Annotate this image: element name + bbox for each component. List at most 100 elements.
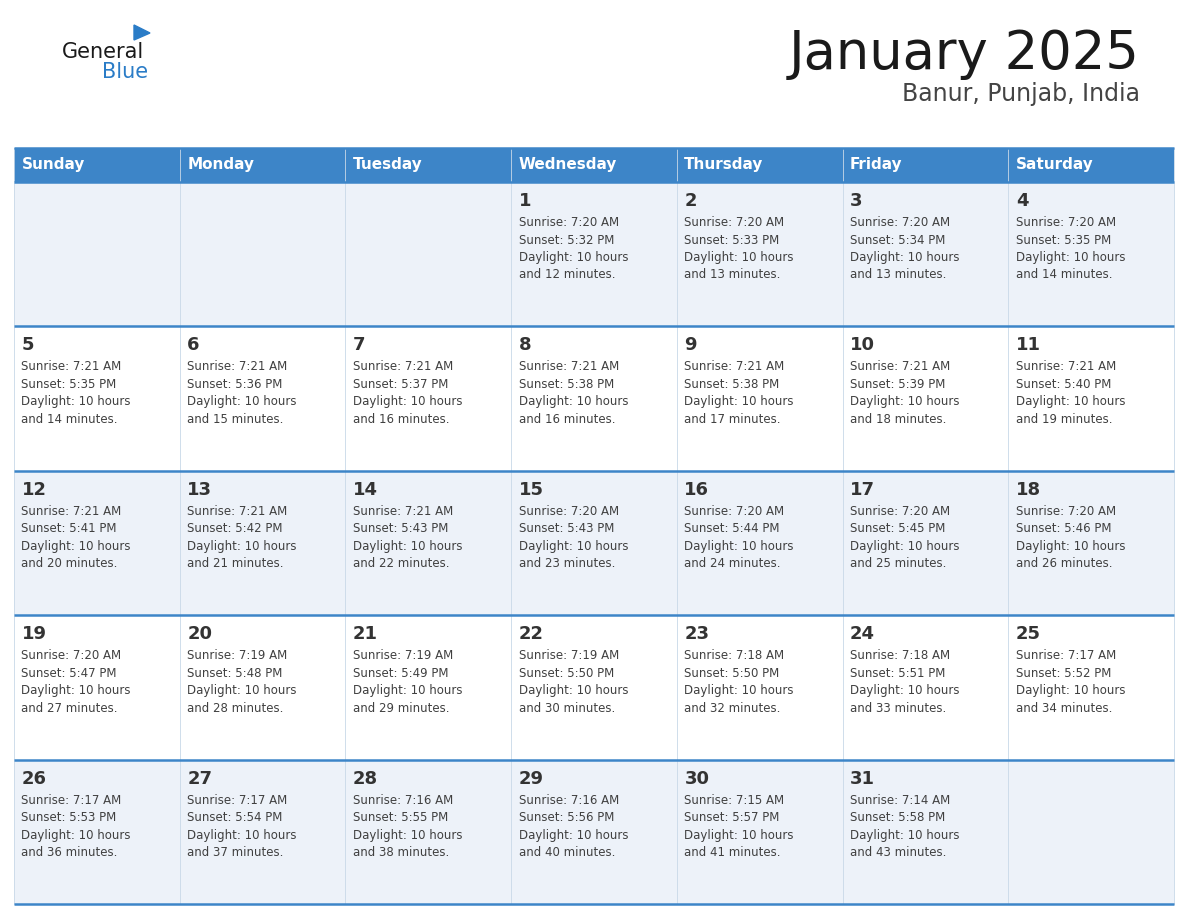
Text: Daylight: 10 hours: Daylight: 10 hours <box>851 251 960 264</box>
Text: and 12 minutes.: and 12 minutes. <box>519 268 615 282</box>
Bar <box>677 148 842 182</box>
Text: and 23 minutes.: and 23 minutes. <box>519 557 615 570</box>
Text: and 26 minutes.: and 26 minutes. <box>1016 557 1112 570</box>
Text: Daylight: 10 hours: Daylight: 10 hours <box>21 684 131 697</box>
Text: and 16 minutes.: and 16 minutes. <box>353 413 449 426</box>
Bar <box>14 148 179 182</box>
Text: and 21 minutes.: and 21 minutes. <box>188 557 284 570</box>
Text: Blue: Blue <box>102 62 148 82</box>
Text: 29: 29 <box>519 769 544 788</box>
Text: Sunrise: 7:17 AM: Sunrise: 7:17 AM <box>21 793 121 807</box>
Text: Sunset: 5:50 PM: Sunset: 5:50 PM <box>519 666 614 679</box>
Text: and 29 minutes.: and 29 minutes. <box>353 701 449 715</box>
Text: Sunrise: 7:19 AM: Sunrise: 7:19 AM <box>353 649 453 662</box>
Text: 24: 24 <box>851 625 876 644</box>
Text: Sunrise: 7:16 AM: Sunrise: 7:16 AM <box>519 793 619 807</box>
Text: Sunrise: 7:21 AM: Sunrise: 7:21 AM <box>188 361 287 374</box>
Bar <box>14 327 179 471</box>
Text: Sunset: 5:34 PM: Sunset: 5:34 PM <box>851 233 946 247</box>
Text: Daylight: 10 hours: Daylight: 10 hours <box>353 829 462 842</box>
Text: Daylight: 10 hours: Daylight: 10 hours <box>519 829 628 842</box>
Text: Monday: Monday <box>188 158 254 173</box>
Text: and 15 minutes.: and 15 minutes. <box>188 413 284 426</box>
Bar <box>677 471 842 615</box>
Text: Daylight: 10 hours: Daylight: 10 hours <box>519 251 628 264</box>
Text: Sunrise: 7:19 AM: Sunrise: 7:19 AM <box>188 649 287 662</box>
Text: and 27 minutes.: and 27 minutes. <box>21 701 118 715</box>
Text: Daylight: 10 hours: Daylight: 10 hours <box>684 540 794 553</box>
Text: Daylight: 10 hours: Daylight: 10 hours <box>21 829 131 842</box>
Text: and 16 minutes.: and 16 minutes. <box>519 413 615 426</box>
Bar <box>677 615 842 759</box>
Text: 5: 5 <box>21 336 34 354</box>
Text: Sunrise: 7:20 AM: Sunrise: 7:20 AM <box>21 649 121 662</box>
Bar <box>677 182 842 327</box>
Text: and 28 minutes.: and 28 minutes. <box>188 701 284 715</box>
Bar <box>179 327 346 471</box>
Text: 31: 31 <box>851 769 876 788</box>
Text: Sunrise: 7:21 AM: Sunrise: 7:21 AM <box>851 361 950 374</box>
Text: Daylight: 10 hours: Daylight: 10 hours <box>353 396 462 409</box>
Text: Daylight: 10 hours: Daylight: 10 hours <box>1016 684 1125 697</box>
Bar <box>179 148 346 182</box>
Text: 19: 19 <box>21 625 46 644</box>
Text: Sunset: 5:33 PM: Sunset: 5:33 PM <box>684 233 779 247</box>
Text: Sunrise: 7:20 AM: Sunrise: 7:20 AM <box>1016 216 1116 229</box>
Text: 13: 13 <box>188 481 213 498</box>
Text: Daylight: 10 hours: Daylight: 10 hours <box>21 396 131 409</box>
Text: Sunset: 5:44 PM: Sunset: 5:44 PM <box>684 522 779 535</box>
Text: 28: 28 <box>353 769 378 788</box>
Bar <box>179 182 346 327</box>
Text: Saturday: Saturday <box>1016 158 1093 173</box>
Text: Sunset: 5:35 PM: Sunset: 5:35 PM <box>21 378 116 391</box>
Text: Sunset: 5:43 PM: Sunset: 5:43 PM <box>519 522 614 535</box>
Text: and 14 minutes.: and 14 minutes. <box>1016 268 1112 282</box>
Text: and 32 minutes.: and 32 minutes. <box>684 701 781 715</box>
Text: Daylight: 10 hours: Daylight: 10 hours <box>353 684 462 697</box>
Text: 7: 7 <box>353 336 366 354</box>
Text: Sunset: 5:49 PM: Sunset: 5:49 PM <box>353 666 448 679</box>
Bar <box>346 148 511 182</box>
Bar <box>179 759 346 904</box>
Text: Sunrise: 7:20 AM: Sunrise: 7:20 AM <box>851 505 950 518</box>
Text: and 14 minutes.: and 14 minutes. <box>21 413 118 426</box>
Text: 22: 22 <box>519 625 544 644</box>
Bar <box>511 471 677 615</box>
Bar <box>346 182 511 327</box>
Text: and 41 minutes.: and 41 minutes. <box>684 846 781 859</box>
Text: and 38 minutes.: and 38 minutes. <box>353 846 449 859</box>
Text: Sunset: 5:32 PM: Sunset: 5:32 PM <box>519 233 614 247</box>
Polygon shape <box>134 25 150 40</box>
Text: Daylight: 10 hours: Daylight: 10 hours <box>188 684 297 697</box>
Text: 3: 3 <box>851 192 862 210</box>
Text: Daylight: 10 hours: Daylight: 10 hours <box>353 540 462 553</box>
Text: Daylight: 10 hours: Daylight: 10 hours <box>851 540 960 553</box>
Text: Sunset: 5:37 PM: Sunset: 5:37 PM <box>353 378 448 391</box>
Text: and 17 minutes.: and 17 minutes. <box>684 413 781 426</box>
Text: 18: 18 <box>1016 481 1041 498</box>
Text: and 34 minutes.: and 34 minutes. <box>1016 701 1112 715</box>
Text: Sunrise: 7:20 AM: Sunrise: 7:20 AM <box>851 216 950 229</box>
Text: Sunrise: 7:18 AM: Sunrise: 7:18 AM <box>851 649 950 662</box>
Bar <box>1009 471 1174 615</box>
Text: 2: 2 <box>684 192 697 210</box>
Text: Sunset: 5:40 PM: Sunset: 5:40 PM <box>1016 378 1111 391</box>
Text: Sunrise: 7:20 AM: Sunrise: 7:20 AM <box>684 216 784 229</box>
Bar <box>346 759 511 904</box>
Bar <box>1009 759 1174 904</box>
Bar <box>1009 182 1174 327</box>
Text: Sunset: 5:54 PM: Sunset: 5:54 PM <box>188 812 283 824</box>
Text: Sunrise: 7:19 AM: Sunrise: 7:19 AM <box>519 649 619 662</box>
Text: Sunrise: 7:18 AM: Sunrise: 7:18 AM <box>684 649 784 662</box>
Text: Daylight: 10 hours: Daylight: 10 hours <box>188 829 297 842</box>
Text: 26: 26 <box>21 769 46 788</box>
Text: 23: 23 <box>684 625 709 644</box>
Text: 6: 6 <box>188 336 200 354</box>
Text: Sunset: 5:50 PM: Sunset: 5:50 PM <box>684 666 779 679</box>
Text: Sunset: 5:46 PM: Sunset: 5:46 PM <box>1016 522 1111 535</box>
Text: Daylight: 10 hours: Daylight: 10 hours <box>684 829 794 842</box>
Text: Daylight: 10 hours: Daylight: 10 hours <box>851 829 960 842</box>
Text: Sunrise: 7:21 AM: Sunrise: 7:21 AM <box>353 505 453 518</box>
Text: Sunset: 5:57 PM: Sunset: 5:57 PM <box>684 812 779 824</box>
Text: and 22 minutes.: and 22 minutes. <box>353 557 449 570</box>
